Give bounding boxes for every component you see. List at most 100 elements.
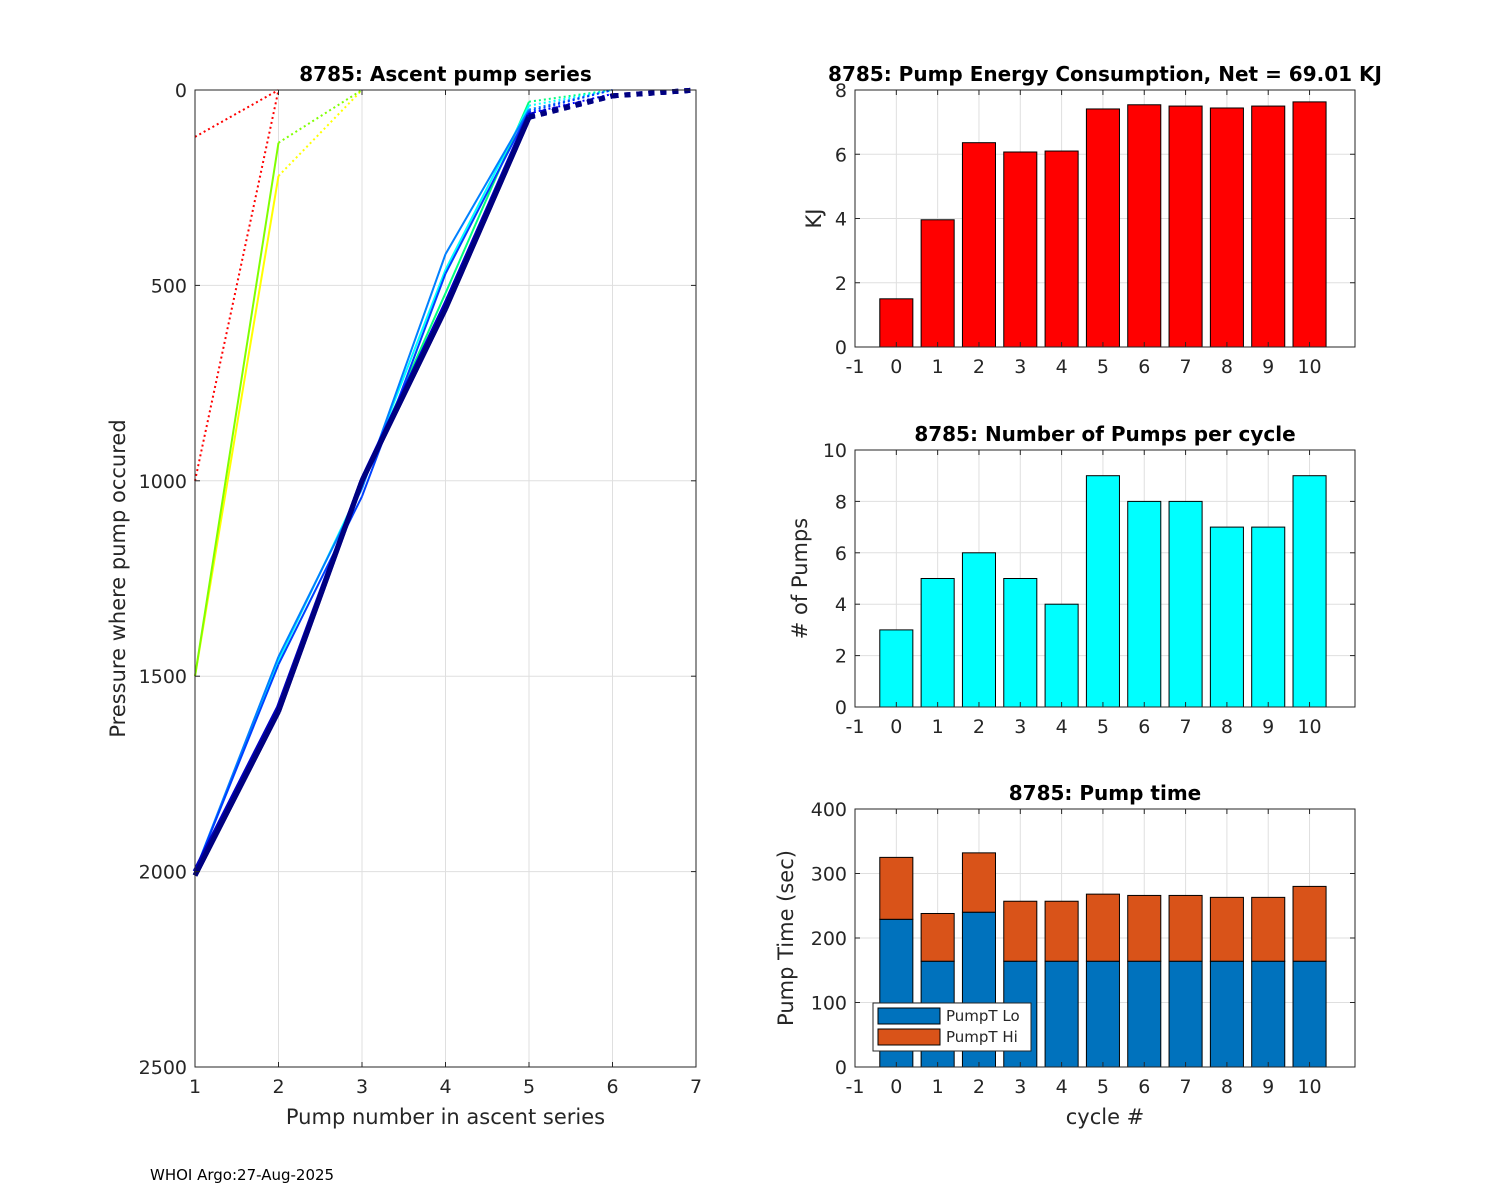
- x-tick-label: 1: [932, 1076, 944, 1098]
- legend-swatch: [877, 1007, 941, 1025]
- bar: [1044, 603, 1079, 708]
- y-tick-label: 4: [835, 209, 847, 231]
- x-tick-label: 2: [272, 1076, 284, 1098]
- bar-pumpt-lo: [1127, 960, 1162, 1068]
- bar: [1044, 150, 1079, 348]
- y-tick-label: 8: [835, 80, 847, 102]
- y-tick-label: 2500: [139, 1057, 187, 1079]
- bar-pumpt-lo: [1168, 960, 1203, 1068]
- bar: [1003, 151, 1038, 348]
- y-axis-label: # of Pumps: [788, 518, 812, 640]
- x-tick-label: 9: [1262, 1076, 1274, 1098]
- y-tick-label: 0: [835, 1057, 847, 1079]
- bar-pumpt-hi: [1251, 896, 1286, 962]
- x-tick-label: 0: [890, 1076, 902, 1098]
- series-segment: [359, 307, 448, 482]
- x-tick-label: 9: [1262, 716, 1274, 738]
- x-tick-label: 9: [1262, 356, 1274, 378]
- y-tick-label: 400: [811, 799, 847, 821]
- bar-pumpt-hi: [961, 852, 996, 913]
- chart-title: 8785: Pump time: [1009, 781, 1201, 805]
- bar-pumpt-lo: [1044, 960, 1079, 1068]
- bar: [920, 219, 955, 348]
- y-tick-label: 2: [835, 646, 847, 668]
- bar: [1209, 526, 1244, 708]
- x-tick-label: 6: [1138, 716, 1150, 738]
- bar-pumpt-hi: [1168, 894, 1203, 962]
- x-tick-label: 7: [1180, 356, 1192, 378]
- bar: [920, 578, 955, 708]
- x-tick-label: 2: [973, 356, 985, 378]
- x-tick-label: 7: [690, 1076, 702, 1098]
- x-tick-label: 6: [1138, 1076, 1150, 1098]
- x-tick-label: 1: [932, 716, 944, 738]
- series-segment: [528, 89, 613, 113]
- legend-label: PumpT Hi: [946, 1028, 1018, 1046]
- x-tick-label: 5: [523, 1076, 535, 1098]
- x-tick-label: 3: [1014, 1076, 1026, 1098]
- bar: [1168, 500, 1203, 708]
- bar-pumpt-hi: [1003, 900, 1038, 962]
- x-tick-label: 5: [1097, 356, 1109, 378]
- bar-pumpt-lo: [1085, 960, 1120, 1068]
- chart-title: 8785: Pump Energy Consumption, Net = 69.…: [828, 62, 1382, 86]
- bar: [961, 142, 996, 348]
- y-tick-label: 10: [823, 440, 847, 462]
- x-tick-label: 10: [1297, 1076, 1321, 1098]
- bar: [961, 552, 996, 708]
- y-tick-label: 6: [835, 543, 847, 565]
- x-axis-label: Pump number in ascent series: [286, 1105, 605, 1129]
- x-tick-label: 5: [1097, 716, 1109, 738]
- x-tick-label: 4: [439, 1076, 451, 1098]
- x-tick-label: 2: [973, 716, 985, 738]
- y-tick-label: 500: [151, 275, 187, 297]
- y-axis-label: KJ: [802, 209, 826, 229]
- x-tick-label: 6: [1138, 356, 1150, 378]
- series-segment: [277, 89, 363, 177]
- chart-ascent: 1 2 3 4 5 6 7 0 500 1000 1500 2000 2500 8785: Ascent …: [106, 62, 702, 1129]
- series-segment: [444, 111, 530, 275]
- bar-pumpt-hi: [1127, 894, 1162, 962]
- bar-pumpt-lo: [1251, 960, 1286, 1068]
- series-line: [192, 87, 697, 877]
- series-segment: [194, 142, 280, 677]
- x-tick-label: 0: [890, 356, 902, 378]
- series-segment: [194, 89, 280, 482]
- series-line: [194, 89, 280, 482]
- bar: [1209, 107, 1244, 348]
- chart-title: 8785: Number of Pumps per cycle: [914, 422, 1295, 446]
- bar: [1251, 526, 1286, 708]
- series-segment: [528, 93, 614, 120]
- y-tick-label: 1500: [139, 666, 187, 688]
- x-tick-label: 8: [1221, 356, 1233, 378]
- series-segment: [361, 273, 447, 497]
- bar: [1292, 101, 1327, 348]
- series-segment: [277, 89, 363, 144]
- y-tick-label: 4: [835, 594, 847, 616]
- series-segment: [276, 479, 365, 713]
- series-segment: [192, 710, 281, 877]
- y-tick-label: 300: [811, 864, 847, 886]
- series-line: [194, 89, 279, 138]
- series-segment: [612, 87, 697, 99]
- bar-pumpt-hi: [1209, 896, 1244, 962]
- x-tick-label: 3: [356, 1076, 368, 1098]
- bar: [1085, 475, 1120, 708]
- y-tick-label: 2000: [139, 862, 187, 884]
- x-tick-label: 10: [1297, 356, 1321, 378]
- x-tick-label: 4: [1056, 356, 1068, 378]
- bar-pumpt-lo: [1292, 960, 1327, 1068]
- series-line: [194, 89, 363, 677]
- bar: [1168, 105, 1203, 348]
- x-tick-label: 2: [973, 1076, 985, 1098]
- bar-pumpt-hi: [1085, 893, 1120, 962]
- chart-title: 8785: Ascent pump series: [299, 62, 592, 86]
- y-tick-label: 2: [835, 273, 847, 295]
- y-axis-label: Pressure where pump occured: [106, 419, 130, 737]
- bar: [1292, 475, 1327, 708]
- y-tick-label: 0: [175, 80, 187, 102]
- x-tick-label: -1: [846, 1076, 865, 1098]
